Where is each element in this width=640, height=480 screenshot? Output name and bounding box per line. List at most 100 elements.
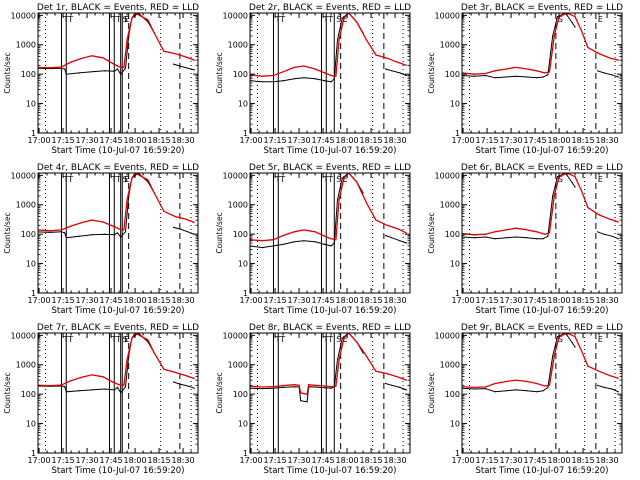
- events-point: [116, 386, 119, 388]
- lld-point: [102, 376, 104, 378]
- y-tick-label: 100: [21, 230, 36, 239]
- events-point: [336, 359, 339, 361]
- x-tick-label: 17:00: [452, 456, 475, 465]
- lld-point: [330, 238, 332, 240]
- x-tick-label: 18:30: [596, 456, 619, 465]
- events-point: [399, 386, 401, 388]
- events-series-line: [173, 381, 195, 389]
- lld-point: [118, 66, 120, 68]
- y-axis-label: Counts/sec: [215, 372, 224, 413]
- events-point: [49, 231, 51, 233]
- events-point: [113, 389, 115, 391]
- lld-point: [131, 177, 133, 179]
- x-tick-label: 17:30: [500, 296, 523, 305]
- x-tick-label: 17:15: [476, 136, 499, 145]
- events-point: [384, 68, 387, 70]
- events-series-line: [597, 70, 619, 78]
- events-point: [60, 231, 63, 233]
- x-tick-label: 18:15: [360, 136, 383, 145]
- lld-point: [314, 384, 316, 386]
- events-series-line: [385, 235, 407, 244]
- lld-point: [617, 377, 619, 379]
- lld-point: [112, 62, 114, 65]
- lld-point: [330, 74, 332, 77]
- events-point: [172, 63, 175, 65]
- lld-point: [338, 359, 340, 361]
- events-point: [484, 388, 487, 390]
- events-point: [282, 386, 284, 388]
- events-point: [124, 231, 127, 233]
- panel-title: Det 7r, BLACK = Events, RED = LLD: [37, 323, 199, 333]
- lld-point: [306, 393, 308, 395]
- events-point: [362, 192, 364, 194]
- lld-point: [70, 61, 72, 63]
- x-axis-label: Start Time (10-Jul-07 16:59:20): [52, 306, 185, 316]
- x-tick-label: 17:45: [524, 136, 547, 145]
- events-point: [116, 68, 119, 70]
- lld-point: [574, 16, 576, 18]
- lld-point: [282, 234, 284, 237]
- lld-point: [536, 70, 538, 72]
- lld-point: [282, 385, 284, 387]
- y-tick-label: 10000: [223, 331, 248, 340]
- events-point: [116, 232, 119, 234]
- events-point: [314, 78, 316, 80]
- lld-point: [397, 61, 399, 64]
- marker-letter: T: [115, 175, 121, 184]
- y-axis-label: Counts/sec: [427, 372, 436, 413]
- lld-point: [598, 214, 600, 216]
- marker-letter: S: [123, 15, 128, 24]
- marker-letter: T: [279, 335, 285, 344]
- y-tick-label: 10: [450, 100, 460, 109]
- marker-letter: E: [598, 15, 603, 24]
- y-tick-label: 1: [243, 449, 248, 458]
- lld-point: [174, 53, 176, 55]
- y-tick-label: 1: [31, 449, 36, 458]
- x-tick-label: 17:00: [240, 296, 263, 305]
- events-point: [124, 67, 127, 69]
- lld-point: [405, 64, 407, 66]
- events-point: [473, 75, 475, 77]
- events-point: [113, 70, 115, 72]
- marker-letter: T: [115, 335, 121, 344]
- events-point: [611, 235, 613, 237]
- marker-letter: T: [279, 15, 285, 24]
- events-point: [272, 387, 275, 389]
- x-tick-label: 18:00: [548, 296, 571, 305]
- x-tick-label: 17:00: [240, 456, 263, 465]
- lld-point: [163, 368, 165, 370]
- x-tick-label: 18:00: [124, 136, 147, 145]
- lld-point: [314, 231, 316, 233]
- y-tick-label: 1000: [440, 361, 460, 370]
- lld-point: [303, 229, 305, 231]
- panel-det-6: Det 6r, BLACK = Events, RED = LLD S E 17:00…: [427, 163, 623, 316]
- events-point: [65, 237, 67, 239]
- vertical-markers: [256, 333, 404, 453]
- marker-letter: T: [62, 175, 68, 184]
- events-point: [330, 245, 332, 247]
- lld-point: [338, 199, 340, 201]
- events-point: [556, 16, 559, 18]
- events-point: [405, 242, 407, 244]
- y-axis-label: Counts/sec: [215, 52, 224, 93]
- lld-point: [365, 355, 367, 357]
- vertical-markers: [44, 13, 192, 133]
- lld-point: [300, 392, 302, 394]
- events-point: [536, 238, 538, 240]
- events-series-line: [173, 226, 195, 235]
- events-point: [91, 234, 93, 236]
- lld-point: [356, 21, 358, 23]
- events-point: [172, 381, 175, 383]
- lld-point: [81, 221, 83, 224]
- lld-point: [526, 68, 528, 70]
- events-point: [60, 385, 63, 387]
- marker-letter: E: [343, 175, 348, 184]
- x-axis-label: Start Time (10-Jul-07 16:59:20): [264, 306, 397, 316]
- events-point: [536, 77, 538, 79]
- lld-point: [505, 380, 507, 383]
- panel-title: Det 1r, BLACK = Events, RED = LLD: [37, 3, 199, 13]
- events-point: [391, 384, 393, 386]
- lld-point: [386, 57, 388, 59]
